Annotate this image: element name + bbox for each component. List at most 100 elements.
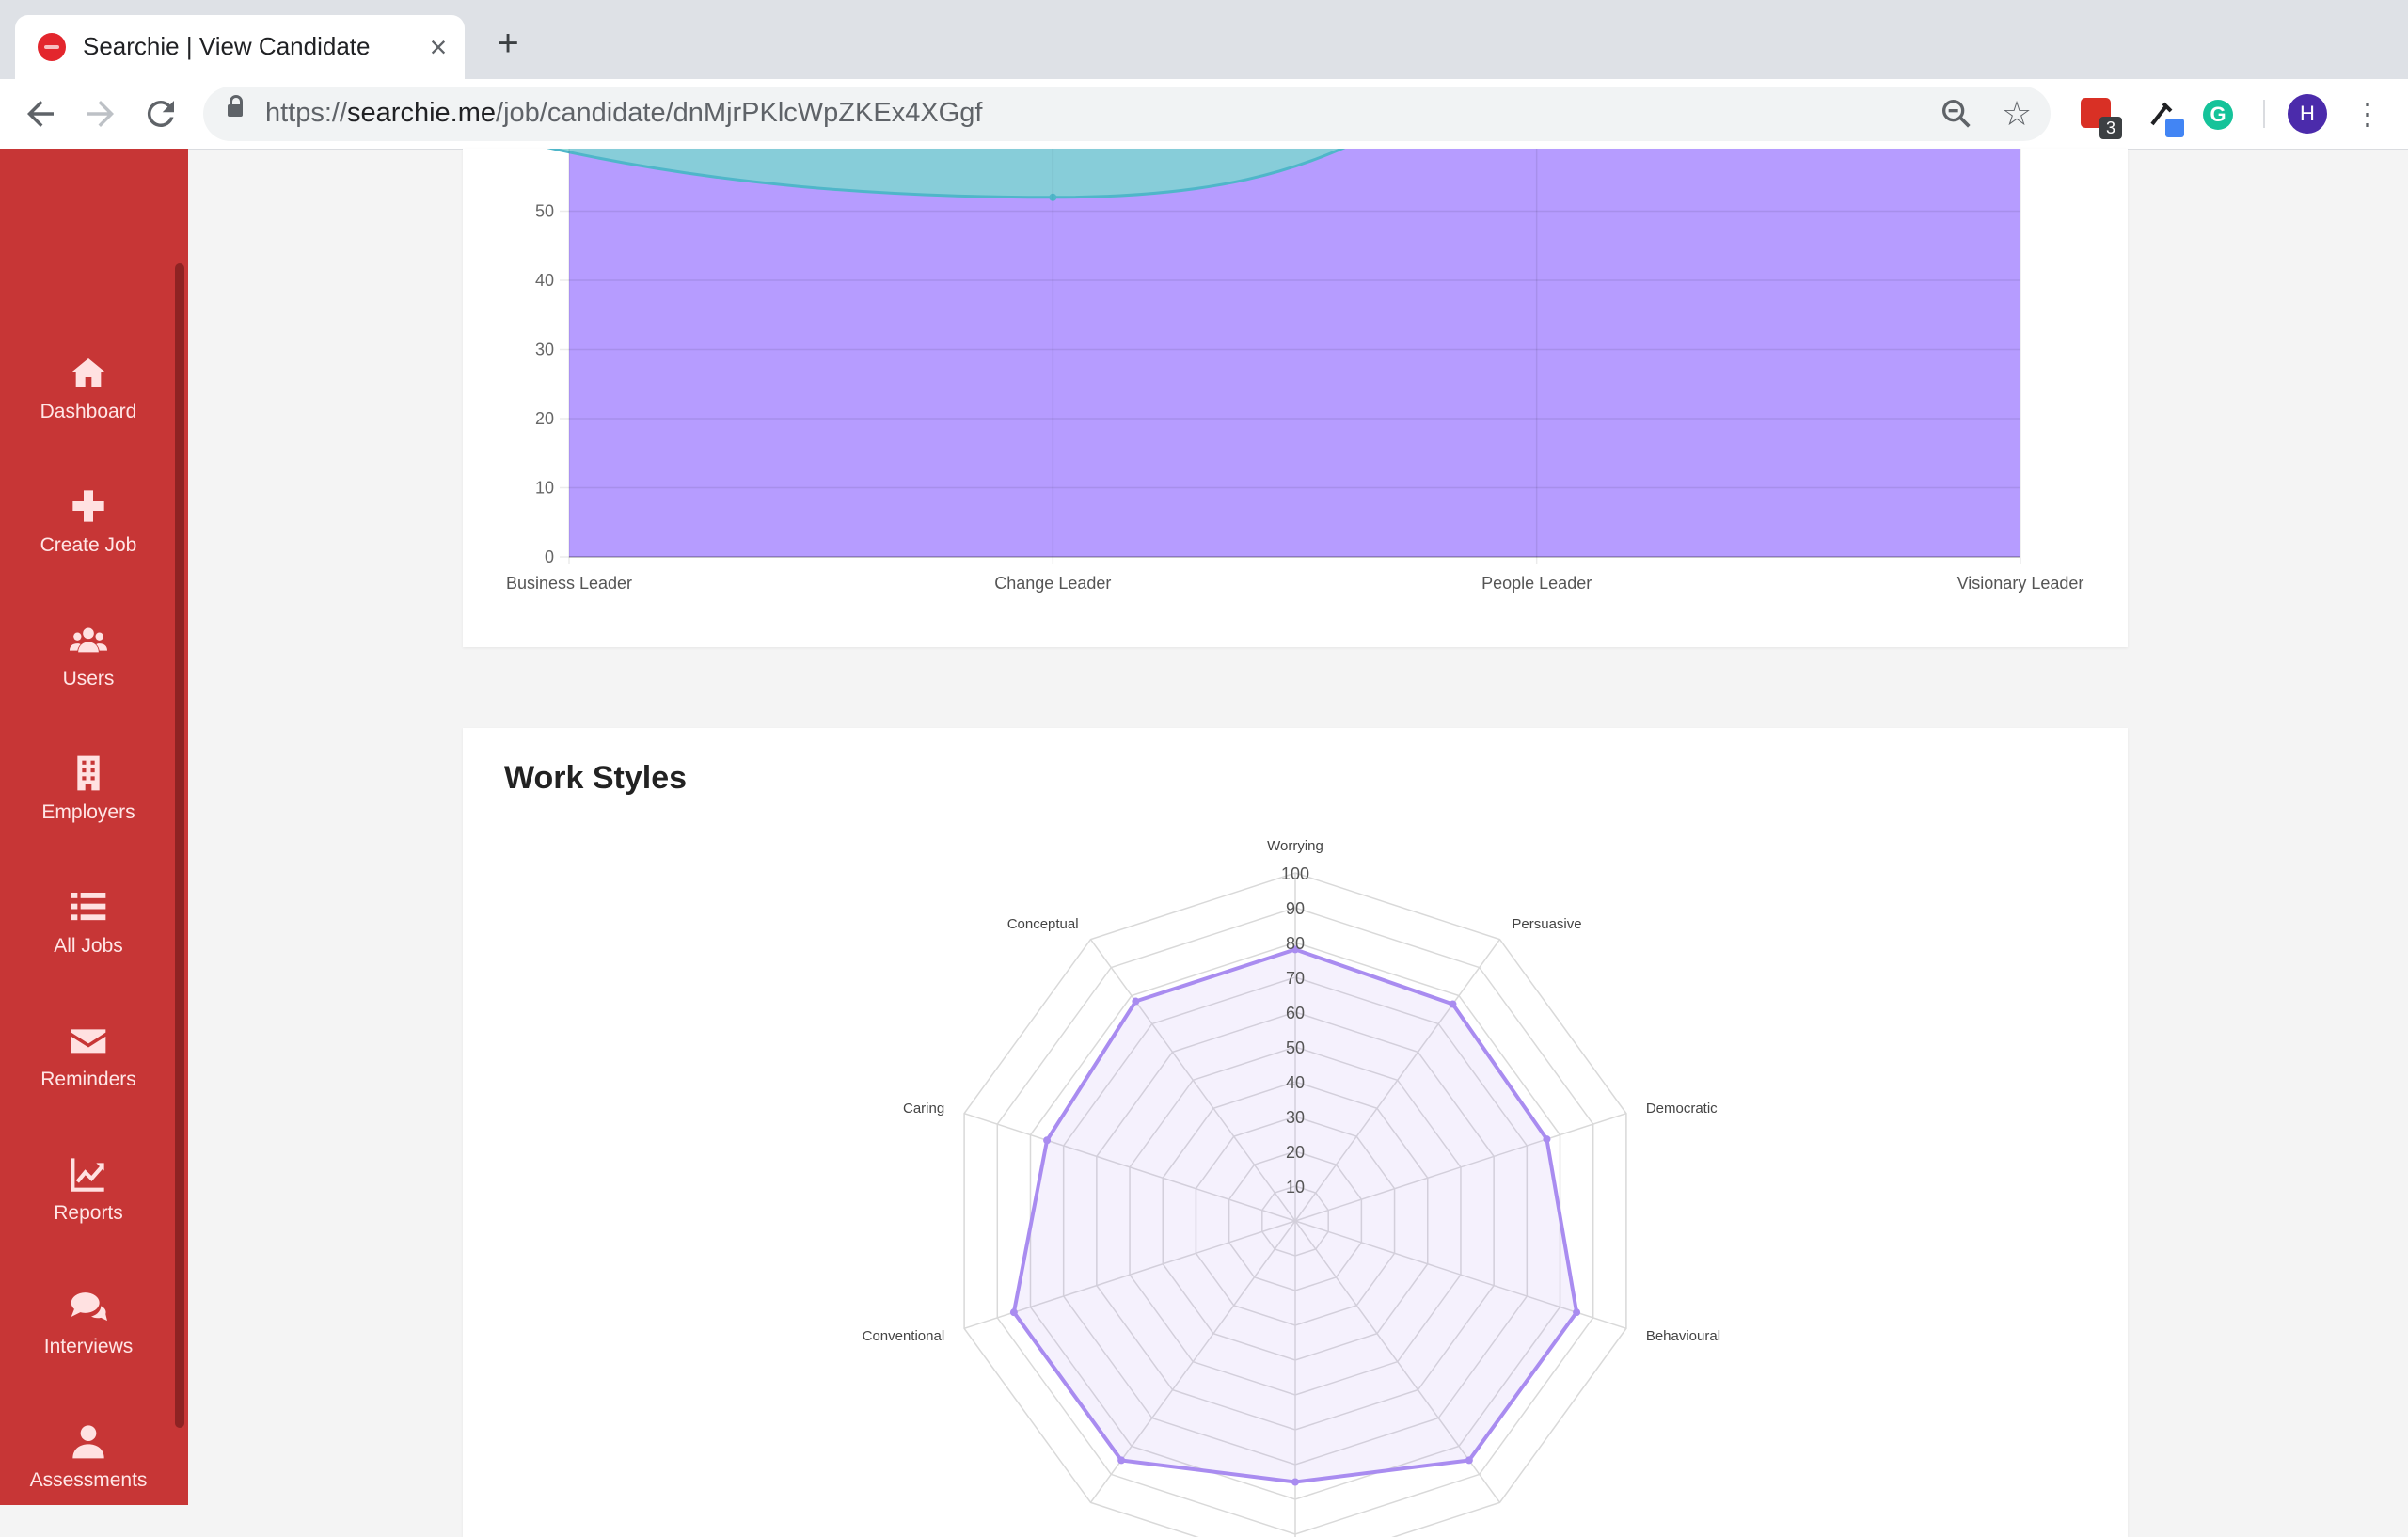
r-tick-label: 20 bbox=[1286, 1143, 1305, 1162]
r-tick-label: 90 bbox=[1286, 899, 1305, 918]
radar-spoke bbox=[963, 1112, 1296, 1222]
users-icon bbox=[70, 627, 107, 653]
url-scheme: https:// bbox=[265, 98, 348, 128]
radar-series-polygon bbox=[1011, 947, 1579, 1484]
sidebar-item-assessments[interactable]: Assessments bbox=[0, 1405, 177, 1518]
envelope-icon bbox=[71, 1029, 106, 1054]
r-tick-label: 40 bbox=[1286, 1073, 1305, 1092]
y-tick-label: 10 bbox=[535, 479, 554, 498]
grammarly-extension-icon[interactable]: G bbox=[2203, 100, 2233, 130]
radar-data-point bbox=[1291, 945, 1299, 954]
radar-point-label: Conceptual bbox=[1007, 916, 1079, 932]
radar-spoke bbox=[963, 1220, 1296, 1330]
sidebar-item-label: Create Job bbox=[40, 534, 137, 556]
work-styles-card: Work Styles 10 20 30 40 50 60 70 80 90 100 Worryin… bbox=[463, 728, 2128, 1537]
sidebar-item-reports[interactable]: Reports bbox=[0, 1138, 177, 1251]
radar-data-point bbox=[1573, 1308, 1581, 1317]
x-tick-label: Business Leader bbox=[506, 574, 632, 593]
radar-data-point bbox=[1543, 1135, 1551, 1144]
radar-point-label: Conventional bbox=[863, 1328, 945, 1344]
radar-data-point bbox=[1132, 997, 1140, 1006]
searchie-favicon-icon bbox=[38, 33, 66, 61]
x-tick-label: People Leader bbox=[1481, 574, 1592, 593]
back-icon[interactable] bbox=[21, 94, 60, 134]
radar-point-label: Behavioural bbox=[1646, 1328, 1720, 1344]
browser-menu-icon[interactable]: ⋮ bbox=[2353, 97, 2383, 131]
user-icon bbox=[72, 1425, 104, 1459]
radar-data-point bbox=[1465, 1456, 1473, 1465]
profile-avatar[interactable]: H bbox=[2288, 94, 2327, 134]
radar-spoke bbox=[1294, 1220, 1501, 1503]
radar-spoke bbox=[1294, 1112, 1627, 1222]
forward-icon[interactable] bbox=[81, 94, 120, 134]
lock-icon[interactable] bbox=[228, 95, 243, 117]
color-picker-extension-icon[interactable] bbox=[2145, 96, 2186, 137]
toolbar-divider bbox=[2263, 100, 2265, 128]
r-tick-label: 60 bbox=[1286, 1004, 1305, 1022]
radar-data-point bbox=[1449, 1000, 1457, 1008]
series-line-teal bbox=[547, 149, 1346, 199]
tab-strip: Searchie | View Candidate × + bbox=[0, 0, 2408, 79]
y-tick-label: 50 bbox=[535, 202, 554, 221]
sidebar: Dashboard Create Job Users Employers All… bbox=[0, 149, 188, 1505]
address-bar[interactable]: https://searchie.me/job/candidate/dnMjrP… bbox=[203, 87, 2051, 141]
radar-point-label: Democratic bbox=[1646, 1101, 1718, 1117]
x-tick-label: Visionary Leader bbox=[1957, 574, 2084, 593]
sidebar-item-label: Assessments bbox=[29, 1469, 148, 1491]
tab-close-icon[interactable]: × bbox=[429, 30, 448, 64]
r-tick-label: 70 bbox=[1286, 969, 1305, 988]
sidebar-item-label: Interviews bbox=[43, 1336, 134, 1357]
sidebar-item-interviews[interactable]: Interviews bbox=[0, 1272, 177, 1385]
home-icon bbox=[71, 358, 106, 387]
extension-badge: 3 bbox=[2099, 117, 2122, 139]
radar-spoke bbox=[1089, 1220, 1296, 1503]
radar-spoke bbox=[1294, 939, 1501, 1222]
radar-point-label: Persuasive bbox=[1512, 916, 1581, 932]
reload-icon[interactable] bbox=[141, 94, 181, 134]
radar-data-point bbox=[1291, 1478, 1299, 1486]
radar-spoke bbox=[1089, 939, 1296, 1222]
r-tick-label: 30 bbox=[1286, 1108, 1305, 1127]
sidebar-item-users[interactable]: Users bbox=[0, 604, 177, 717]
new-tab-button[interactable]: + bbox=[497, 23, 519, 64]
comments-icon bbox=[71, 1292, 107, 1322]
leadership-area-chart: 0 10 20 30 40 50 Business Leader Change Leader P… bbox=[506, 149, 2084, 593]
radar-spoke bbox=[1294, 1220, 1627, 1330]
url-text[interactable]: https://searchie.me/job/candidate/dnMjrP… bbox=[265, 98, 982, 129]
sidebar-item-all-jobs[interactable]: All Jobs bbox=[0, 871, 177, 984]
browser-toolbar: https://searchie.me/job/candidate/dnMjrP… bbox=[0, 79, 2408, 150]
sidebar-item-label: Dashboard bbox=[40, 401, 137, 422]
work-styles-radar-chart: 10 20 30 40 50 60 70 80 90 100 Worrying Persuasive D… bbox=[863, 838, 1720, 1537]
sidebar-item-label: Reports bbox=[54, 1202, 123, 1224]
x-tick-label: Change Leader bbox=[994, 574, 1111, 593]
y-tick-label: 40 bbox=[535, 271, 554, 290]
sidebar-item-reminders[interactable]: Reminders bbox=[0, 1005, 177, 1117]
zoom-icon[interactable] bbox=[1938, 95, 1975, 133]
sidebar-scrollbar[interactable] bbox=[175, 263, 184, 1428]
sidebar-item-employers[interactable]: Employers bbox=[0, 737, 177, 850]
r-tick-label: 50 bbox=[1286, 1038, 1305, 1057]
radar-point-label: Caring bbox=[903, 1101, 944, 1117]
radar-point-label: Worrying bbox=[1267, 838, 1323, 854]
radar-data-point bbox=[1009, 1308, 1018, 1317]
sidebar-item-label: Users bbox=[62, 668, 115, 689]
url-host: searchie.me bbox=[347, 98, 497, 128]
building-icon bbox=[77, 755, 100, 791]
y-tick-label: 20 bbox=[535, 409, 554, 428]
r-tick-label: 80 bbox=[1286, 934, 1305, 953]
data-point bbox=[1049, 193, 1057, 201]
sidebar-item-create-job[interactable]: Create Job bbox=[0, 470, 177, 583]
series-area-teal bbox=[552, 149, 1342, 198]
sidebar-item-label: Employers bbox=[41, 801, 135, 823]
series-area-purple bbox=[569, 149, 2020, 557]
tab-title: Searchie | View Candidate bbox=[83, 32, 371, 60]
sidebar-item-label: Reminders bbox=[40, 1069, 136, 1090]
section-title: Work Styles bbox=[504, 760, 688, 796]
plus-icon bbox=[72, 490, 104, 522]
bookmark-star-icon[interactable]: ☆ bbox=[2001, 94, 2033, 133]
browser-tab[interactable]: Searchie | View Candidate × bbox=[15, 15, 465, 79]
y-tick-label: 30 bbox=[535, 341, 554, 359]
sidebar-item-dashboard[interactable]: Dashboard bbox=[0, 337, 177, 450]
y-tick-label: 0 bbox=[545, 547, 554, 566]
radar-data-point bbox=[1117, 1456, 1126, 1465]
